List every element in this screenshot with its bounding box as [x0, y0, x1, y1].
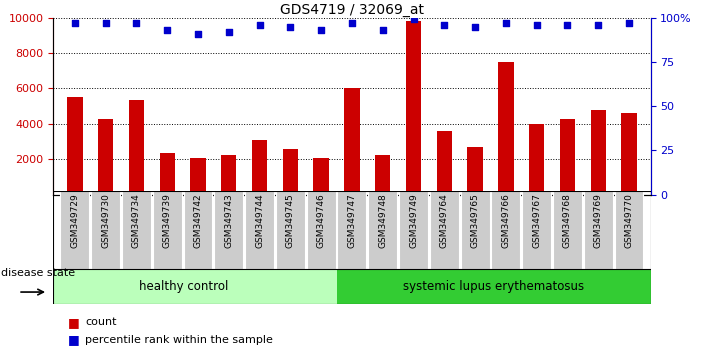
Text: GSM349767: GSM349767	[532, 194, 541, 249]
Bar	[276, 191, 305, 269]
Text: count: count	[85, 317, 117, 327]
Bar	[183, 191, 213, 269]
Bar	[129, 100, 144, 195]
Title: GDS4719 / 32069_at: GDS4719 / 32069_at	[280, 3, 424, 17]
Point	[439, 22, 450, 28]
Text: GSM349729: GSM349729	[70, 194, 80, 248]
Bar	[60, 191, 90, 269]
Point	[592, 22, 604, 28]
Bar	[467, 147, 483, 195]
Bar	[314, 158, 329, 195]
Point	[69, 20, 80, 26]
Point	[408, 17, 419, 22]
Bar	[306, 191, 336, 269]
Point	[562, 22, 573, 28]
Text: GSM349730: GSM349730	[101, 194, 110, 249]
Bar	[283, 149, 298, 195]
Point	[624, 20, 635, 26]
Point	[223, 29, 235, 35]
Text: GSM349749: GSM349749	[409, 194, 418, 248]
Point	[131, 20, 142, 26]
Bar	[491, 191, 520, 269]
Text: GSM349769: GSM349769	[594, 194, 603, 249]
Bar	[159, 153, 175, 195]
Text: percentile rank within the sample: percentile rank within the sample	[85, 335, 273, 345]
Text: GSM349744: GSM349744	[255, 194, 264, 248]
Bar	[437, 131, 452, 195]
Bar	[560, 119, 575, 195]
Point	[377, 27, 388, 33]
Text: GSM349766: GSM349766	[501, 194, 510, 249]
Bar	[621, 113, 637, 195]
Point	[254, 22, 265, 28]
Text: GSM349742: GSM349742	[193, 194, 203, 248]
Bar	[591, 110, 606, 195]
Text: GSM349770: GSM349770	[624, 194, 634, 249]
Bar	[221, 155, 237, 195]
Bar	[336, 269, 651, 304]
Point	[100, 20, 112, 26]
Bar	[344, 88, 360, 195]
Bar	[368, 191, 397, 269]
Bar	[53, 269, 336, 304]
Text: GSM349739: GSM349739	[163, 194, 172, 249]
Point	[346, 20, 358, 26]
Bar	[153, 191, 182, 269]
Text: ■: ■	[68, 316, 80, 329]
Bar	[553, 191, 582, 269]
Text: healthy control: healthy control	[139, 280, 229, 293]
Point	[469, 24, 481, 29]
Point	[316, 27, 327, 33]
Text: systemic lupus erythematosus: systemic lupus erythematosus	[403, 280, 584, 293]
Bar	[399, 191, 428, 269]
Point	[193, 31, 204, 36]
Text: GSM349745: GSM349745	[286, 194, 295, 248]
Text: GSM349765: GSM349765	[471, 194, 480, 249]
Text: GSM349748: GSM349748	[378, 194, 387, 248]
Bar	[252, 140, 267, 195]
Bar	[191, 159, 205, 195]
Bar	[122, 191, 151, 269]
Bar	[529, 124, 545, 195]
Bar	[67, 97, 82, 195]
Text: GSM349747: GSM349747	[348, 194, 356, 248]
Bar	[98, 119, 113, 195]
Bar	[584, 191, 613, 269]
Bar	[430, 191, 459, 269]
Bar	[614, 191, 643, 269]
Bar	[461, 191, 490, 269]
Point	[500, 20, 511, 26]
Bar	[375, 155, 390, 195]
Bar	[245, 191, 274, 269]
Text: GSM349764: GSM349764	[440, 194, 449, 248]
Text: GSM349746: GSM349746	[316, 194, 326, 248]
Text: GSM349768: GSM349768	[563, 194, 572, 249]
Point	[284, 24, 296, 29]
Bar	[214, 191, 243, 269]
Text: GSM349743: GSM349743	[224, 194, 233, 248]
Text: GSM349734: GSM349734	[132, 194, 141, 248]
Text: ■: ■	[68, 333, 80, 346]
Text: disease state: disease state	[1, 268, 75, 278]
Bar	[406, 21, 421, 195]
Point	[531, 22, 542, 28]
Bar	[498, 62, 513, 195]
Bar	[91, 191, 120, 269]
Bar	[522, 191, 551, 269]
Point	[161, 27, 173, 33]
Bar	[338, 191, 366, 269]
